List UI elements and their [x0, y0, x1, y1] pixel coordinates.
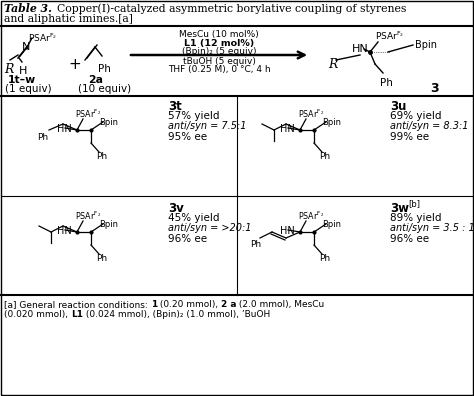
Text: 2 a: 2 a: [221, 300, 237, 309]
Text: Bpin: Bpin: [415, 40, 437, 50]
Text: (Bpin)₂ (5 equiv): (Bpin)₂ (5 equiv): [182, 47, 256, 56]
Text: L1 (12 mol%): L1 (12 mol%): [184, 39, 254, 48]
Text: 69% yield: 69% yield: [390, 111, 441, 121]
Text: +: +: [68, 57, 81, 72]
Text: 95% ee: 95% ee: [168, 132, 207, 142]
Text: 3v: 3v: [168, 202, 184, 215]
Text: and aliphatic imines.[a]: and aliphatic imines.[a]: [4, 14, 133, 24]
Text: 57% yield: 57% yield: [168, 111, 219, 121]
Text: Ph: Ph: [98, 64, 111, 74]
Text: Bpin: Bpin: [99, 220, 118, 229]
Text: Bpin: Bpin: [322, 118, 341, 127]
Text: (0.024 mmol), (Bpin)₂ (1.0 mmol), ’BuOH: (0.024 mmol), (Bpin)₂ (1.0 mmol), ’BuOH: [83, 310, 270, 319]
Text: Bpin: Bpin: [99, 118, 118, 127]
Text: 3t: 3t: [168, 100, 182, 113]
Text: Ph: Ph: [37, 133, 48, 142]
Text: Table 3.: Table 3.: [4, 3, 52, 14]
Text: (2.0 mmol), MesCu: (2.0 mmol), MesCu: [237, 300, 325, 309]
Text: HN: HN: [280, 226, 295, 236]
Text: 3u: 3u: [390, 100, 406, 113]
Text: (0.020 mmol),: (0.020 mmol),: [4, 310, 71, 319]
Text: 96% ee: 96% ee: [168, 234, 207, 244]
Text: tBuOH (5 equiv): tBuOH (5 equiv): [182, 57, 255, 66]
Text: $\mathregular{PSAr^{F_2}}$: $\mathregular{PSAr^{F_2}}$: [75, 108, 101, 120]
Text: [a] General reaction conditions:: [a] General reaction conditions:: [4, 300, 151, 309]
Text: Bpin: Bpin: [322, 220, 341, 229]
Text: Ph: Ph: [319, 152, 330, 161]
Text: N: N: [22, 42, 30, 52]
Text: L1: L1: [71, 310, 83, 319]
Text: MesCu (10 mol%): MesCu (10 mol%): [179, 30, 259, 39]
Text: Ph: Ph: [96, 254, 107, 263]
Text: 96% ee: 96% ee: [390, 234, 429, 244]
Text: Ph: Ph: [319, 254, 330, 263]
Text: $\mathregular{PSAr^{F_2}}$: $\mathregular{PSAr^{F_2}}$: [298, 210, 324, 223]
Text: THF (0.25 M), 0 °C, 4 h: THF (0.25 M), 0 °C, 4 h: [168, 65, 270, 74]
Text: 45% yield: 45% yield: [168, 213, 219, 223]
Text: R: R: [328, 58, 337, 71]
Text: 89% yield: 89% yield: [390, 213, 441, 223]
Text: (10 equiv): (10 equiv): [78, 84, 131, 94]
Text: $\mathregular{PSAr^{F_2}}$: $\mathregular{PSAr^{F_2}}$: [298, 108, 324, 120]
Text: 3w: 3w: [390, 202, 409, 215]
Text: HN: HN: [57, 124, 72, 134]
Text: Ph: Ph: [250, 240, 261, 249]
Text: Ph: Ph: [96, 152, 107, 161]
Text: 1: 1: [151, 300, 157, 309]
Text: HN: HN: [352, 44, 369, 54]
Text: $\mathregular{PSAr^{F_2}}$: $\mathregular{PSAr^{F_2}}$: [28, 32, 57, 44]
Text: 1t–w: 1t–w: [8, 75, 36, 85]
Text: 2a: 2a: [88, 75, 103, 85]
Text: HN: HN: [57, 226, 72, 236]
Text: anti/syn = 7.5:1: anti/syn = 7.5:1: [168, 121, 246, 131]
Text: $\mathregular{PSAr^{F_2}}$: $\mathregular{PSAr^{F_2}}$: [375, 30, 404, 42]
Text: Ph: Ph: [380, 78, 393, 88]
Text: 99% ee: 99% ee: [390, 132, 429, 142]
Text: 3: 3: [430, 82, 438, 95]
Text: HN: HN: [280, 124, 295, 134]
Text: (0.20 mmol),: (0.20 mmol),: [157, 300, 221, 309]
Text: anti/syn = 3.5 : 1: anti/syn = 3.5 : 1: [390, 223, 474, 233]
Text: anti/syn = 8.3:1: anti/syn = 8.3:1: [390, 121, 468, 131]
Text: (1 equiv): (1 equiv): [5, 84, 52, 94]
Text: H: H: [19, 66, 27, 76]
Text: anti/syn = >20:1: anti/syn = >20:1: [168, 223, 252, 233]
Text: R: R: [4, 63, 13, 76]
Text: $\mathregular{PSAr^{F_2}}$: $\mathregular{PSAr^{F_2}}$: [75, 210, 101, 223]
Text: [b]: [b]: [408, 199, 420, 208]
Text: Copper(I)-catalyzed asymmetric borylative coupling of styrenes: Copper(I)-catalyzed asymmetric borylativ…: [50, 3, 406, 13]
